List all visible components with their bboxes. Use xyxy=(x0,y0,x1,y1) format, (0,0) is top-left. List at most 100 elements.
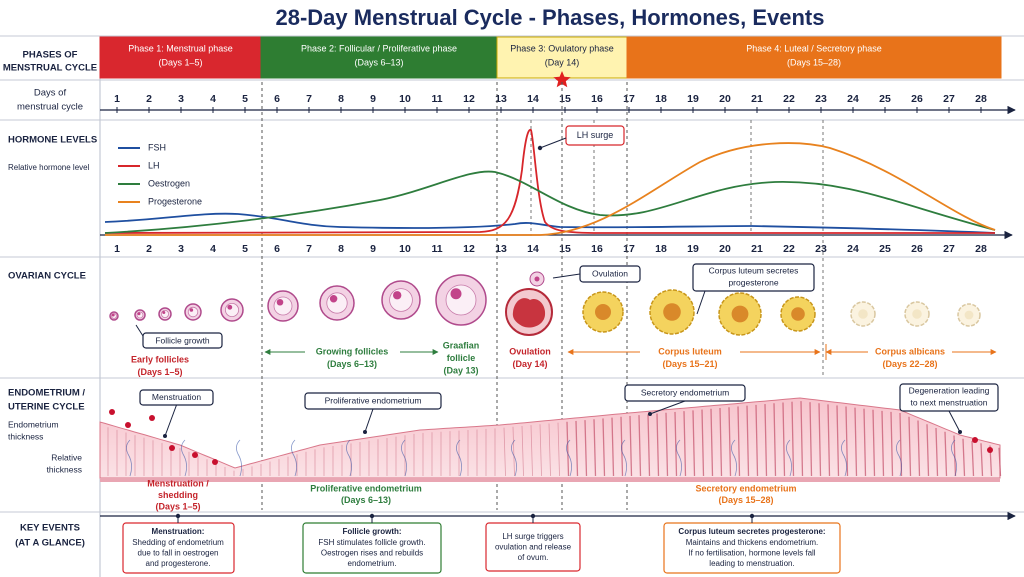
stage-label: shedding xyxy=(158,490,198,500)
core xyxy=(912,309,922,319)
day-label: 12 xyxy=(463,243,475,255)
side-label: Endometrium xyxy=(8,419,59,429)
row-label: Days of xyxy=(34,88,67,99)
callout: to next menstruation xyxy=(910,397,987,407)
phase-name: Phase 3: Ovulatory phase xyxy=(510,43,614,53)
phase-box xyxy=(260,36,498,79)
gland xyxy=(818,403,822,477)
core xyxy=(791,307,805,321)
stage-label: (Days 6–13) xyxy=(341,495,391,505)
gland xyxy=(629,415,633,477)
leader-dot xyxy=(163,434,167,438)
follicle-inner xyxy=(160,309,169,318)
stage-label: Growing follicles xyxy=(316,346,389,356)
hormone-curve xyxy=(105,142,996,236)
event-text: Oestrogen rises and rebuilds xyxy=(321,549,423,558)
gland xyxy=(917,420,921,477)
stage-label: Secretory endometrium xyxy=(695,483,796,493)
event-title: Corpus luteum secretes progesterone: xyxy=(678,527,825,536)
phase-days: (Days 15–28) xyxy=(787,57,841,67)
gland xyxy=(656,413,660,477)
hormone-curve xyxy=(104,129,995,234)
gland xyxy=(791,401,795,477)
leader xyxy=(696,290,706,315)
vessel xyxy=(126,439,132,477)
gland xyxy=(611,417,615,477)
leader xyxy=(135,324,144,337)
day-label: 28 xyxy=(975,93,987,105)
event-text: and progesterone. xyxy=(146,559,211,568)
legend-label: Progesterone xyxy=(148,196,202,206)
callout: Corpus luteum secretes xyxy=(709,265,799,275)
day-label: 6 xyxy=(274,243,280,255)
blood-drop xyxy=(149,415,155,421)
blood-drop xyxy=(987,447,993,453)
day-label: 5 xyxy=(242,243,248,255)
blood-drop xyxy=(972,437,978,443)
legend-label: Oestrogen xyxy=(148,178,190,188)
gland xyxy=(998,447,1002,477)
timeline-dot xyxy=(749,513,755,519)
callout: Ovulation xyxy=(592,268,628,278)
blood-drop xyxy=(109,409,115,415)
day-label: 13 xyxy=(495,243,507,255)
core xyxy=(731,305,749,323)
stage-label: Corpus luteum xyxy=(658,346,722,356)
day-label: 2 xyxy=(146,93,152,105)
day-label: 9 xyxy=(370,93,376,105)
day-label: 26 xyxy=(911,93,923,105)
day-label: 8 xyxy=(338,93,344,105)
vessel xyxy=(346,439,352,477)
day-label: 1 xyxy=(114,243,120,255)
stage-label: (Days 6–13) xyxy=(327,359,377,369)
title: 28-Day Menstrual Cycle - Phases, Hormone… xyxy=(276,5,825,30)
row-label: PHASES OF xyxy=(23,50,78,61)
side-label: thickness xyxy=(8,431,43,441)
gland xyxy=(962,438,966,477)
legend-label: LH xyxy=(148,160,160,170)
gland xyxy=(701,409,705,477)
stage-label: (Days 1–5) xyxy=(155,501,200,511)
gland xyxy=(935,427,939,477)
axis-label: Relative hormone level xyxy=(8,163,90,172)
event-text: ovulation and release xyxy=(495,543,572,552)
gland xyxy=(674,411,678,477)
annotation: LH surge xyxy=(577,130,614,140)
gland xyxy=(926,424,930,477)
annotation-box xyxy=(565,125,625,146)
leader-dot xyxy=(363,430,367,434)
day-label: 12 xyxy=(463,93,475,105)
leader-dot xyxy=(958,430,962,434)
stage-label: Early follicles xyxy=(131,354,189,364)
phase-days: (Days 1–5) xyxy=(158,57,202,67)
gland xyxy=(638,415,642,477)
day-label: 18 xyxy=(655,93,667,105)
day-label: 11 xyxy=(431,93,442,105)
event-text: If no fertilisation, hormone levels fall xyxy=(688,549,815,558)
leader xyxy=(539,137,567,149)
gland xyxy=(584,420,588,477)
vessel xyxy=(731,439,737,477)
row-label: OVARIAN CYCLE xyxy=(8,271,86,282)
callout: Degeneration leading xyxy=(909,385,990,395)
event-text: FSH stimulates follicle growth. xyxy=(318,538,425,547)
timeline-dot xyxy=(369,513,375,519)
day-label: 13 xyxy=(495,93,507,105)
row-label: UTERINE CYCLE xyxy=(8,402,85,413)
gland xyxy=(710,408,714,477)
gland xyxy=(683,411,687,477)
oocyte xyxy=(111,313,115,317)
blood-drop xyxy=(125,422,131,428)
gland xyxy=(755,404,759,477)
leader xyxy=(164,404,177,437)
gland xyxy=(971,440,975,477)
leader xyxy=(364,408,374,433)
ruptured-core xyxy=(512,298,546,328)
day-label: 20 xyxy=(719,93,731,105)
callout: Secretory endometrium xyxy=(641,387,729,397)
callout-box xyxy=(142,332,223,349)
timeline-dot xyxy=(530,513,536,519)
vessel xyxy=(951,439,957,477)
hormone-curve xyxy=(104,170,996,234)
follicle-inner xyxy=(187,306,199,318)
